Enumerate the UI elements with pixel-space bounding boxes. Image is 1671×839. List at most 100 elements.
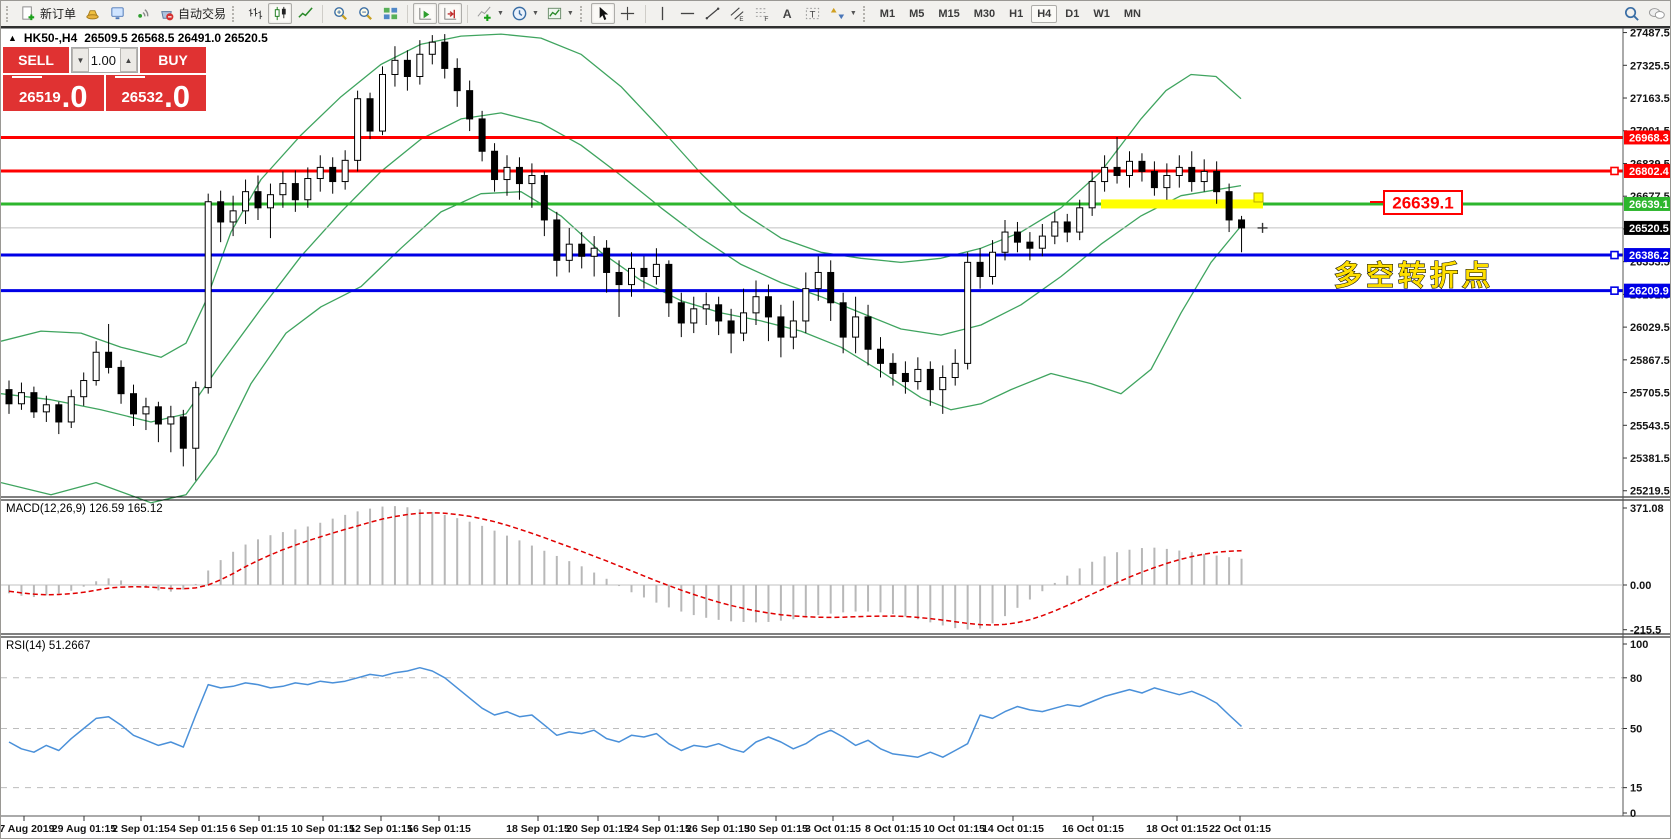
toolbar-separator: [407, 4, 409, 23]
macd-tick-label: -215.5: [1630, 625, 1661, 637]
volume-input[interactable]: 1.00: [90, 53, 116, 68]
rsi-tick-label: 100: [1630, 639, 1648, 651]
search-button[interactable]: [1619, 3, 1643, 24]
templates-button[interactable]: ▼: [543, 3, 577, 24]
price-tick-label: 25867.5: [1630, 355, 1670, 367]
chart-shift-button[interactable]: [438, 3, 463, 24]
collapse-trade-panel-icon[interactable]: ▲: [8, 33, 17, 43]
candlestick-chart-icon: [274, 6, 286, 21]
arrows-dropdown-icon[interactable]: ▼: [849, 10, 857, 17]
chart-line-button[interactable]: [293, 3, 317, 24]
price-tag: [1624, 220, 1670, 235]
indicators-dropdown-icon[interactable]: ▼: [497, 10, 504, 17]
arrows-button[interactable]: ▼: [826, 3, 860, 24]
buy-button[interactable]: BUY: [140, 47, 206, 73]
arrows-shapes-icon: [830, 7, 844, 20]
hline-handle[interactable]: [1610, 166, 1619, 176]
indicators-button[interactable]: ▼: [473, 3, 507, 24]
signals-button[interactable]: [130, 3, 154, 24]
candle: [1113, 166, 1121, 176]
channel-button[interactable]: E: [726, 3, 750, 24]
candle: [964, 261, 972, 364]
timeframe-m30-button[interactable]: M30: [968, 5, 1001, 23]
yellow-segment-handle[interactable]: [1253, 192, 1264, 203]
volume-increase-button[interactable]: ▲: [120, 48, 137, 72]
hline-handle[interactable]: [1610, 286, 1619, 295]
buy-price-button[interactable]: 26532 .0: [105, 75, 206, 112]
hline-handle[interactable]: [1610, 250, 1619, 260]
tile-windows-button[interactable]: [378, 3, 402, 24]
buy-price-main: 26532: [121, 89, 164, 106]
toolbar-grip[interactable]: [579, 5, 586, 22]
candle: [1126, 160, 1133, 176]
timeframe-h1-button[interactable]: H1: [1003, 5, 1029, 23]
sell-price-button[interactable]: 26519 .0: [3, 75, 104, 112]
chat-bubbles-icon: [1648, 8, 1665, 19]
search-icon: [1624, 6, 1639, 21]
market-button[interactable]: [80, 3, 104, 24]
zoom-out-icon: [358, 7, 372, 20]
toolbar: 新订单 自动交易 ▼ ▼ ▼ E F A T ▼: [1, 1, 1670, 26]
fibonacci-button[interactable]: F: [751, 3, 775, 24]
candle: [341, 159, 349, 183]
candle: [901, 372, 909, 383]
trendline-button[interactable]: [701, 3, 725, 24]
toolbar-grip[interactable]: [862, 5, 869, 22]
price-tick-label: 25219.5: [1630, 486, 1670, 498]
yellow-highlight-segment[interactable]: [1101, 199, 1263, 209]
candle: [702, 304, 710, 310]
macd-label: MACD(12,26,9) 126.59 165.12: [6, 503, 163, 515]
macd-signal-line: [8, 512, 1242, 626]
candles-layer[interactable]: [5, 34, 1246, 481]
price-tag-label: 26968.3: [1629, 132, 1669, 144]
new-order-button[interactable]: 新订单: [17, 3, 79, 24]
candle: [989, 251, 997, 278]
cursor-button[interactable]: [590, 3, 615, 24]
date-label: 10 Oct 01:15: [923, 823, 985, 835]
candle: [752, 296, 760, 314]
toolbar-grip[interactable]: [6, 5, 12, 22]
auto-trading-button[interactable]: 自动交易: [155, 3, 229, 24]
text-button[interactable]: A: [776, 3, 800, 24]
timeframe-m15-button[interactable]: M15: [932, 5, 965, 23]
chat-button[interactable]: [1644, 3, 1669, 24]
templates-dropdown-icon[interactable]: ▼: [566, 10, 574, 17]
chart-candles-button[interactable]: [268, 3, 293, 24]
candle: [565, 243, 573, 261]
price-tag-label: 26520.5: [1629, 223, 1669, 235]
candle: [1026, 241, 1034, 249]
rsi-line: [8, 666, 1243, 758]
periods-dropdown-icon[interactable]: ▼: [531, 10, 539, 17]
candle: [403, 59, 411, 78]
candle: [1150, 170, 1158, 189]
timeframe-w1-button[interactable]: W1: [1087, 5, 1116, 23]
timeframe-m1-button[interactable]: M1: [874, 5, 901, 23]
timeframe-mn-button[interactable]: MN: [1118, 5, 1147, 23]
sell-button[interactable]: SELL: [3, 47, 69, 73]
auto-scroll-button[interactable]: [413, 3, 438, 24]
candle: [466, 90, 474, 120]
toolbar-grip[interactable]: [232, 5, 238, 22]
timeframe-h4-button[interactable]: H4: [1031, 4, 1058, 23]
timeframe-d1-button[interactable]: D1: [1059, 5, 1085, 23]
hosting-button[interactable]: [105, 3, 129, 24]
crosshair-button[interactable]: [616, 3, 640, 24]
periods-button[interactable]: ▼: [508, 3, 542, 24]
candle: [179, 416, 187, 449]
text-label-button[interactable]: T: [801, 3, 825, 24]
zoom-out-button[interactable]: [353, 3, 377, 24]
vertical-line-button[interactable]: [651, 3, 675, 24]
candle: [105, 351, 113, 368]
price-tick-label: 27487.5: [1630, 28, 1670, 40]
horizontal-line-button[interactable]: [676, 3, 700, 24]
turning-point-annotation[interactable]: 多空转折点: [1333, 258, 1494, 291]
date-label: 8 Oct 01:15: [865, 823, 921, 835]
timeframe-m5-button[interactable]: M5: [903, 5, 930, 23]
chart-bars-button[interactable]: [243, 3, 267, 24]
zoom-in-button[interactable]: [328, 3, 352, 24]
candle: [603, 247, 611, 273]
rsi-tick-label: 80: [1630, 673, 1642, 685]
volume-decrease-button[interactable]: ▼: [72, 48, 89, 72]
level-callout-box[interactable]: [1383, 190, 1463, 215]
